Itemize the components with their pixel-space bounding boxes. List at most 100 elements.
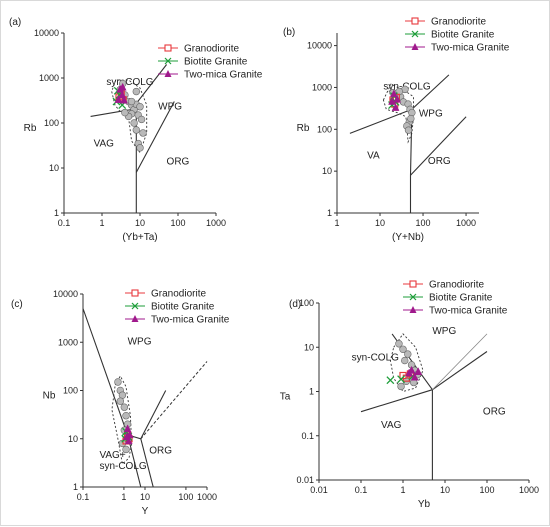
data-point-two-mica-granite — [124, 436, 133, 445]
field-label: ORG — [483, 407, 506, 418]
data-point-grey — [132, 126, 141, 134]
x-tick-label: 0.1 — [58, 218, 71, 228]
field-label: ORG — [428, 156, 451, 167]
legend-label: Two-mica Granite — [151, 315, 230, 326]
y-tick-label: 1 — [327, 208, 332, 218]
field-boundary — [410, 116, 467, 176]
y-tick-label: 1000 — [312, 82, 332, 92]
y-tick-label: 10 — [322, 166, 332, 176]
panel-label: (c) — [11, 299, 23, 310]
legend-label: Biotite Granite — [431, 30, 495, 41]
data-point-grey — [408, 108, 416, 117]
x-axis-label: (Y+Nb) — [392, 232, 424, 243]
data-point-two-mica-granite — [118, 82, 127, 91]
legend-marker-triangle — [409, 306, 417, 313]
data-point-two-mica-granite — [410, 372, 419, 381]
y-tick-label: 100 — [317, 124, 332, 134]
field-label: VAG — [381, 420, 402, 431]
data-point-two-mica-granite — [114, 95, 123, 103]
x-tick-label: 1000 — [206, 218, 226, 228]
panel-label: (a) — [9, 17, 21, 28]
x-tick-label: 1 — [334, 218, 339, 228]
data-point-grey — [399, 345, 407, 353]
x-tick-label: 100 — [178, 492, 193, 502]
y-axis-label: Rb — [24, 123, 37, 134]
data-point-two-mica-granite — [393, 94, 402, 103]
data-point-grey — [122, 445, 130, 454]
data-point-biotite-granite — [397, 375, 406, 384]
legend-marker-square — [409, 280, 417, 288]
legend-label: Biotite Granite — [151, 302, 215, 313]
field-label: syn-COLG — [99, 461, 146, 472]
data-point-two-mica-granite — [389, 89, 398, 98]
x-axis-label: Y — [142, 506, 149, 517]
thin-boundary — [432, 333, 488, 390]
x-tick-label: 1000 — [197, 492, 217, 502]
data-point-two-mica-granite — [391, 103, 400, 111]
y-tick-label: 10000 — [34, 28, 59, 38]
legend-label: Biotite Granite — [429, 293, 493, 304]
data-point-two-mica-granite — [414, 367, 423, 375]
legend-label: Granodiorite — [429, 280, 484, 291]
legend-label: Two-mica Granite — [429, 306, 508, 317]
legend-marker-square — [164, 44, 172, 52]
legend-label: Granodiorite — [431, 17, 486, 28]
legend-marker-square — [411, 17, 419, 25]
data-point-grey — [137, 115, 146, 124]
data-point-grey — [395, 340, 403, 348]
panel-label: (b) — [283, 27, 295, 38]
field-envelope — [111, 375, 133, 465]
x-tick-label: 1 — [400, 485, 405, 495]
data-point-grey — [404, 126, 413, 134]
y-axis-label: Nb — [43, 391, 56, 402]
field-label: VAG+ — [99, 450, 125, 461]
field-boundary — [140, 390, 167, 440]
y-tick-label: 10 — [49, 163, 59, 173]
field-label: syn-COLG — [352, 353, 399, 364]
y-tick-label: 10 — [304, 342, 314, 352]
field-boundary — [90, 64, 168, 117]
field-label: VAG — [94, 139, 115, 150]
x-tick-label: 100 — [170, 218, 185, 228]
field-label: syn-COLG — [106, 77, 153, 88]
data-point-grey — [401, 356, 409, 365]
x-tick-label: 100 — [416, 218, 431, 228]
data-point-grey — [132, 87, 141, 96]
y-tick-label: 10000 — [307, 41, 332, 51]
legend-label: Two-mica Granite — [184, 70, 263, 81]
field-label: WPG — [158, 101, 182, 112]
y-tick-label: 0.1 — [301, 431, 314, 441]
x-tick-label: 10 — [135, 218, 145, 228]
data-point-grey — [114, 378, 122, 386]
data-point-grey — [139, 129, 147, 137]
data-point-two-mica-granite — [123, 424, 132, 433]
field-label: WPG — [419, 109, 443, 120]
x-tick-label: 0.1 — [355, 485, 368, 495]
data-point-grey — [404, 350, 412, 358]
data-point-grey — [130, 119, 138, 127]
x-axis-label: (Yb+Ta) — [122, 232, 157, 243]
legend: Granodiorite Biotite Granite Two-mica Gran… — [403, 280, 508, 317]
data-point-two-mica-granite — [407, 365, 416, 374]
data-point-grey — [116, 397, 125, 405]
legend-marker-triangle — [131, 315, 139, 322]
field-label: WPG — [432, 326, 456, 337]
y-tick-label: 10000 — [53, 289, 78, 299]
x-tick-label: 1000 — [519, 485, 539, 495]
field-label: ORG — [149, 445, 172, 456]
panel-4: (d) 0.01 0.1 1 10 100 0.01 0.1 1 10 100 1000 Yb Ta syn… — [280, 280, 539, 511]
data-point-grey — [136, 144, 144, 152]
data-point-grey — [121, 108, 129, 117]
x-tick-label: 10 — [375, 218, 385, 228]
y-tick-label: 10 — [68, 434, 78, 444]
legend: Granodiorite Biotite Granite Two-mica Gran… — [405, 17, 510, 54]
field-boundary — [135, 101, 175, 173]
data-point-two-mica-granite — [120, 95, 128, 104]
field-label: VA — [367, 151, 380, 162]
data-point-two-mica-granite — [388, 97, 396, 105]
x-tick-label: 1 — [121, 492, 126, 502]
legend: Granodiorite Biotite Granite Two-mica Gran… — [125, 289, 230, 326]
